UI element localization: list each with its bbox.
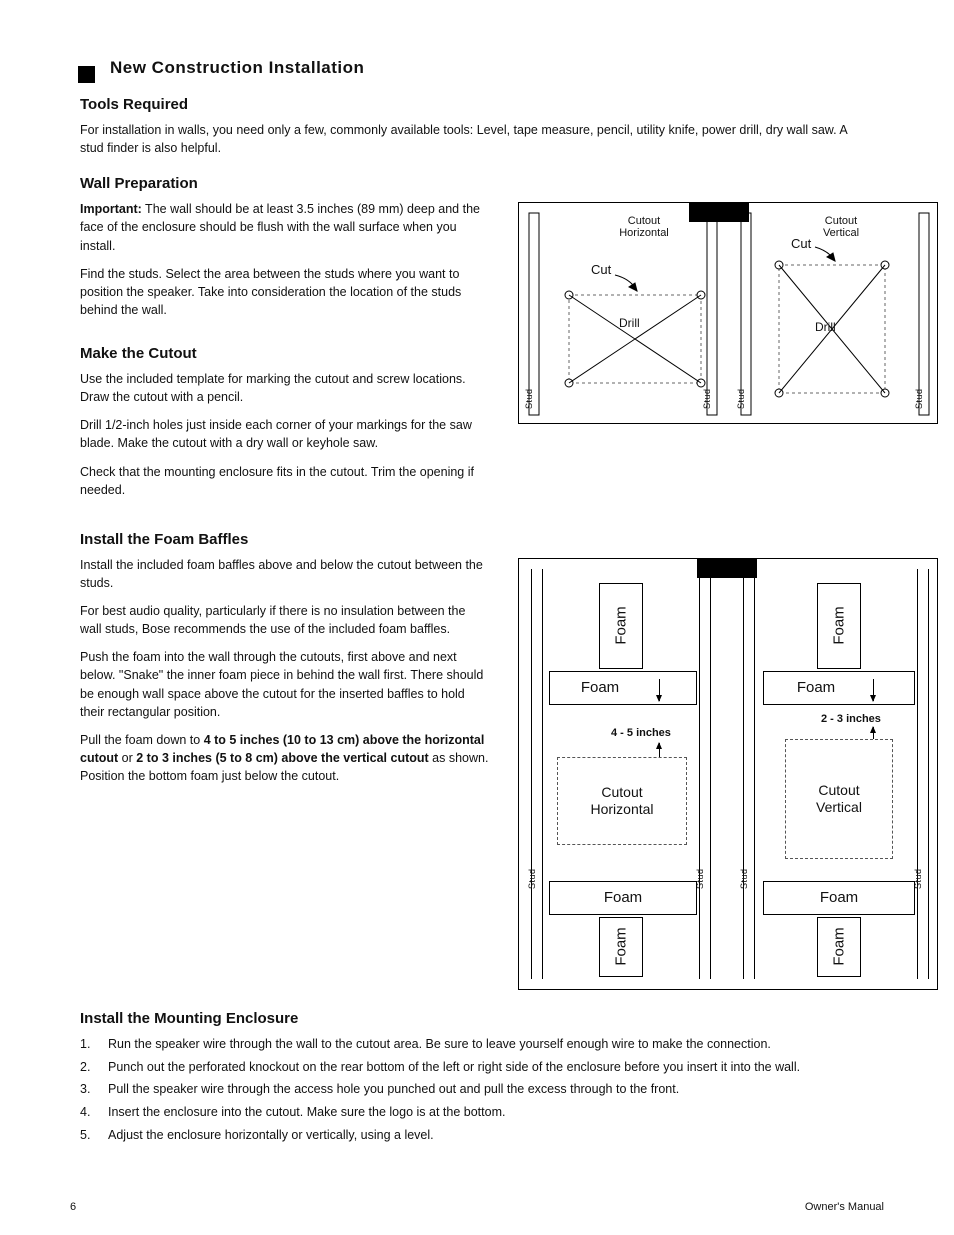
fig1-col: CutoutHorizontal CutoutVertical Cut Cut …	[518, 200, 938, 424]
prep-text-col: Important: The wall should be at least 3…	[80, 200, 490, 509]
fig1-cut-left: Cut	[591, 263, 611, 277]
f2l-arrow-down	[659, 679, 660, 701]
f2l-cutout: CutoutHorizontal	[557, 757, 687, 845]
fig1-drill-right: Drill	[815, 321, 836, 334]
prep-p2: Find the studs. Select the area between …	[80, 265, 490, 319]
foam-p4d: 2 to 3 inches (5 to 8 cm) above the vert…	[136, 751, 428, 765]
f2r-dim: 2 - 3 inches	[821, 713, 881, 725]
foam-heading: Install the Foam Baffles	[80, 531, 894, 548]
foam-row: Install the included foam baffles above …	[80, 556, 894, 990]
f2l-foam-vt-lbl: Foam	[613, 607, 630, 645]
f2r-c2: Vertical	[816, 799, 862, 816]
f2l-foam-hb: Foam	[549, 881, 697, 915]
tools-heading: Tools Required	[80, 96, 894, 113]
f2r-arrow-up	[873, 727, 874, 739]
list-item: 5. Adjust the enclosure horizontally or v…	[80, 1126, 894, 1145]
fig1-stud1: Stud	[524, 389, 534, 410]
foam-p4a: Pull the foam down to	[80, 733, 204, 747]
fig1-lt1: Cutout	[628, 215, 660, 227]
f2r-foam-hb: Foam	[763, 881, 915, 915]
cutout-p2: Drill 1/2-inch holes just inside each co…	[80, 416, 490, 452]
f2-stud-4: Stud	[917, 569, 929, 979]
fig1-right-title: CutoutVertical	[811, 215, 871, 239]
f2r-foam-hb-lbl: Foam	[820, 889, 858, 906]
f2l-arrow-up	[659, 743, 660, 757]
f2-stud-3: Stud	[743, 569, 755, 979]
foam-text-col: Install the included foam baffles above …	[80, 556, 490, 795]
f2-stud-2: Stud	[699, 569, 711, 979]
foam-p1: Install the included foam baffles above …	[80, 556, 490, 592]
footer: 6 Owner's Manual	[0, 1201, 954, 1213]
list-text: Adjust the enclosure horizontally or ver…	[108, 1126, 434, 1145]
prep-row: Important: The wall should be at least 3…	[80, 200, 894, 509]
f2l-c2: Horizontal	[590, 801, 653, 818]
prep-heading: Wall Preparation	[80, 175, 894, 192]
cutout-heading: Make the Cutout	[80, 345, 490, 362]
f2r-foam-vt: Foam	[817, 583, 861, 669]
f2-stud-1: Stud	[531, 569, 543, 979]
f2l-foam-hb-lbl: Foam	[604, 889, 642, 906]
list-item: 1. Run the speaker wire through the wall …	[80, 1035, 894, 1054]
list-text: Insert the enclosure into the cutout. Ma…	[108, 1103, 505, 1122]
f2l-foam-vb-lbl: Foam	[613, 928, 630, 966]
f2r-foam-ht-lbl: Foam	[797, 679, 835, 696]
tools-text: For installation in walls, you need only…	[80, 121, 860, 157]
list-text: Run the speaker wire through the wall to…	[108, 1035, 771, 1054]
page: New Construction Installation Tools Requ…	[0, 0, 954, 1235]
prep-p1: Important: The wall should be at least 3…	[80, 200, 490, 254]
fig1-rt2: Vertical	[823, 227, 859, 239]
list-item: 2. Punch out the perforated knockout on t…	[80, 1058, 894, 1077]
fig1-rt1: Cutout	[825, 215, 857, 227]
fig1-stud3: Stud	[736, 389, 746, 410]
footer-right: Owner's Manual	[805, 1201, 884, 1213]
list-text: Punch out the perforated knockout on the…	[108, 1058, 800, 1077]
list-item: 3. Pull the speaker wire through the acce…	[80, 1080, 894, 1099]
list-item: 4. Insert the enclosure into the cutout. …	[80, 1103, 894, 1122]
cutout-p1: Use the included template for marking th…	[80, 370, 490, 406]
f2r-cutout: CutoutVertical	[785, 739, 893, 859]
f2r-c1: Cutout	[818, 782, 859, 799]
fig1-left-title: CutoutHorizontal	[609, 215, 679, 239]
list-num: 3.	[80, 1080, 98, 1099]
list-num: 5.	[80, 1126, 98, 1145]
fig2-col: Stud Stud Stud Stud Foam Foam 4 - 5 inch…	[518, 556, 938, 990]
list-num: 2.	[80, 1058, 98, 1077]
important-label: Important:	[80, 202, 142, 216]
figure-cutout-svg	[519, 203, 939, 425]
list-num: 1.	[80, 1035, 98, 1054]
fig1-stud4: Stud	[914, 389, 924, 410]
foam-p4: Pull the foam down to 4 to 5 inches (10 …	[80, 731, 490, 785]
list-num: 4.	[80, 1103, 98, 1122]
fig1-drill-left: Drill	[619, 317, 640, 330]
list-text: Pull the speaker wire through the access…	[108, 1080, 679, 1099]
f2l-c1: Cutout	[601, 784, 642, 801]
f2l-foam-ht-lbl: Foam	[581, 679, 619, 696]
f2r-foam-ht: Foam	[763, 671, 915, 705]
foam-p3: Push the foam into the wall through the …	[80, 648, 490, 721]
foam-p2: For best audio quality, particularly if …	[80, 602, 490, 638]
f2r-arrow-down	[873, 679, 874, 701]
enclosure-heading: Install the Mounting Enclosure	[80, 1010, 894, 1027]
figure-cutout: CutoutHorizontal CutoutVertical Cut Cut …	[518, 202, 938, 424]
figure-foam: Stud Stud Stud Stud Foam Foam 4 - 5 inch…	[518, 558, 938, 990]
f2l-foam-vb: Foam	[599, 917, 643, 977]
fig1-lt2: Horizontal	[619, 227, 669, 239]
page-number: 6	[70, 1201, 76, 1213]
f2-stud-lbl-3: Stud	[739, 868, 749, 889]
f2l-foam-ht: Foam	[549, 671, 697, 705]
page-title: New Construction Installation	[110, 58, 894, 78]
foam-p4c: or	[118, 751, 136, 765]
f2l-dim: 4 - 5 inches	[611, 727, 671, 739]
fig1-cut-right: Cut	[791, 237, 811, 251]
f2-stud-lbl-1: Stud	[527, 868, 537, 889]
f2r-foam-vb: Foam	[817, 917, 861, 977]
cutout-p3: Check that the mounting enclosure fits i…	[80, 463, 490, 499]
section-marker	[78, 66, 95, 83]
enclosure-list: 1. Run the speaker wire through the wall …	[80, 1035, 894, 1145]
f2r-foam-vb-lbl: Foam	[831, 928, 848, 966]
fig1-stud2: Stud	[702, 389, 712, 410]
f2r-foam-vt-lbl: Foam	[831, 607, 848, 645]
f2l-foam-vt: Foam	[599, 583, 643, 669]
